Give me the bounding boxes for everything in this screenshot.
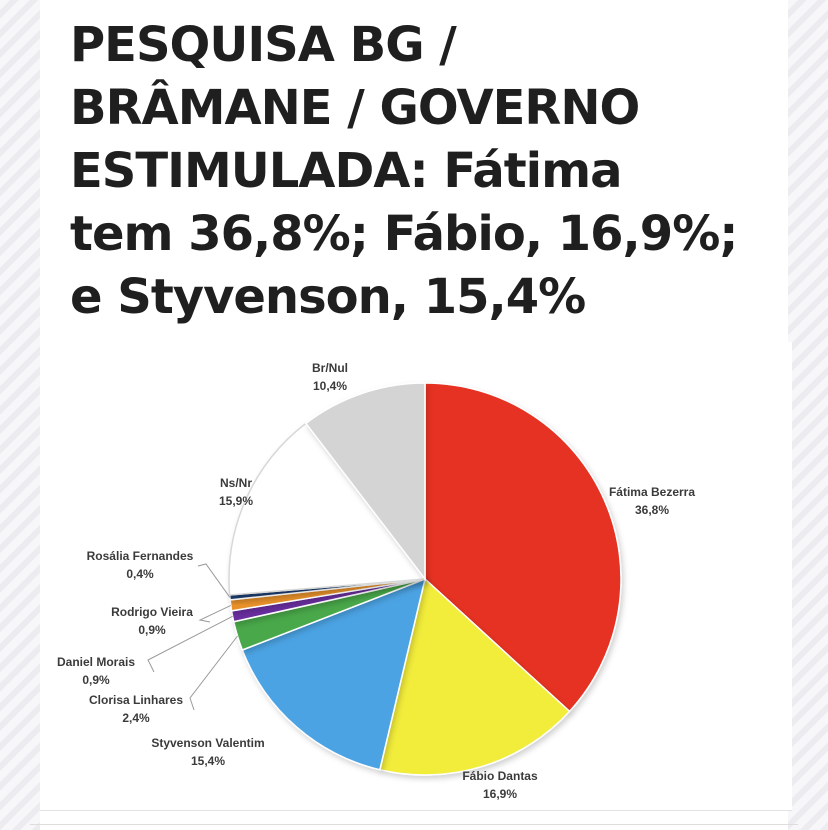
slice-name-label: Ns/Nr (220, 476, 252, 490)
leader-line (197, 563, 231, 598)
slice-name-label: Clorisa Linhares (89, 693, 183, 707)
slice-name-label: Rosália Fernandes (87, 549, 194, 563)
slice-value-label: 0,4% (126, 567, 154, 581)
slice-value-label: 0,9% (82, 673, 110, 687)
pie-slice-f-tima-bezerra (424, 382, 622, 713)
pie-chart: Fátima Bezerra 36,8% Fábio Dantas 16,9% Styv… (57, 361, 695, 801)
pie-leader-lines (147, 563, 238, 711)
headline-line-5: e Styvenson, 15,4% (70, 269, 586, 325)
pie-slices (228, 382, 622, 776)
pie-slice-ns-nr (228, 422, 427, 596)
headline-line-1: PESQUISA BG / (70, 17, 457, 73)
slice-value-label: 36,8% (635, 503, 669, 517)
slice-name-label: Rodrigo Vieira (111, 605, 193, 619)
right-striped-border (788, 0, 828, 830)
slice-value-label: 15,4% (191, 754, 225, 768)
slice-name-label: Br/Nul (312, 361, 348, 375)
pie-slice-f-bio-dantas (378, 577, 571, 776)
headline-line-3-caps: ESTIMULADA (70, 143, 410, 199)
slice-name-label: Fábio Dantas (462, 769, 538, 783)
slice-value-label: 10,4% (313, 379, 347, 393)
bottom-divider (30, 824, 798, 825)
headline-card: PESQUISA BG / BRÂMANE / GOVERNO ESTIMULA… (40, 0, 788, 342)
leader-line (198, 604, 232, 623)
headline-line-2: BRÂMANE / GOVERNO (70, 80, 640, 136)
pie-slice-br-nul (304, 382, 426, 582)
slice-name-label: Styvenson Valentim (151, 736, 264, 750)
leader-line (189, 635, 238, 711)
pie-labels: Fátima Bezerra 36,8% Fábio Dantas 16,9% Styv… (57, 361, 695, 801)
slice-name-label: Daniel Morais (57, 655, 135, 669)
headline: PESQUISA BG / BRÂMANE / GOVERNO ESTIMULA… (70, 14, 770, 329)
chart-panel: Fátima Bezerra 36,8% Fábio Dantas 16,9% Styv… (40, 342, 792, 811)
slice-value-label: 15,9% (219, 494, 253, 508)
slice-value-label: 2,4% (122, 711, 150, 725)
headline-line-3-rest: : Fátima (409, 143, 622, 199)
left-striped-border (0, 0, 40, 830)
headline-line-4: tem 36,8%; Fábio, 16,9%; (70, 206, 738, 262)
slice-value-label: 0,9% (138, 623, 166, 637)
slice-value-label: 16,9% (483, 787, 517, 801)
slice-name-label: Fátima Bezerra (609, 485, 695, 499)
pie-slice-styvenson-valentim (241, 577, 427, 771)
leader-line (147, 615, 233, 673)
